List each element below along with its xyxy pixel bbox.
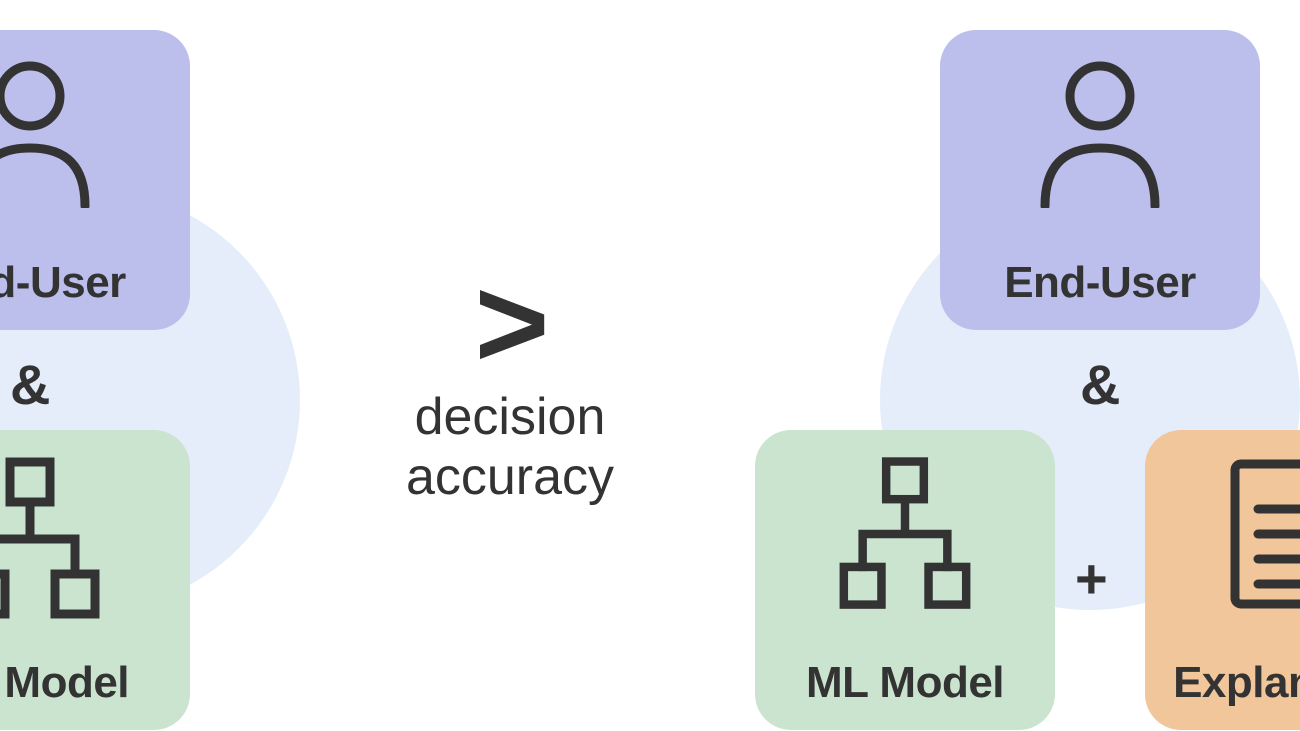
ampersand-left: & bbox=[10, 352, 50, 417]
greater-than-icon: > bbox=[360, 260, 660, 388]
tree-icon bbox=[0, 454, 120, 624]
card-label: End-User bbox=[0, 258, 126, 308]
card-right-user: End-User bbox=[940, 30, 1260, 330]
card-label: ML Model bbox=[0, 658, 129, 708]
diagram-canvas: End-User & ML Model > decision accuracy … bbox=[0, 0, 1300, 731]
user-icon bbox=[0, 48, 105, 208]
center-label-2: accuracy bbox=[360, 448, 660, 508]
comparison-center: > decision accuracy bbox=[360, 260, 660, 508]
plus-operator: + bbox=[1075, 546, 1108, 611]
card-left-model: ML Model bbox=[0, 430, 190, 730]
user-icon bbox=[1025, 48, 1175, 208]
card-right-model: ML Model bbox=[755, 430, 1055, 730]
card-label: ML Model bbox=[806, 658, 1004, 708]
document-icon bbox=[1220, 454, 1300, 614]
card-left-user: End-User bbox=[0, 30, 190, 330]
card-right-explain: Explanation bbox=[1145, 430, 1300, 730]
ampersand-right: & bbox=[1080, 352, 1120, 417]
center-label-1: decision bbox=[360, 388, 660, 448]
tree-icon bbox=[820, 454, 990, 614]
card-label: Explanation bbox=[1173, 658, 1300, 708]
card-label: End-User bbox=[1004, 258, 1196, 308]
